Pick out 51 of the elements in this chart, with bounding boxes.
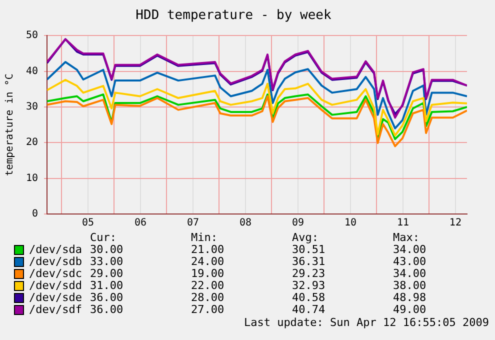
text: 49.00 — [392, 303, 428, 316]
text: Max: — [392, 231, 420, 244]
chart-title: HDD temperature - by week — [136, 8, 332, 24]
text: 31.00 — [88, 279, 124, 292]
y-tick-label: 10 — [26, 172, 38, 184]
legend-label: /dev/sdb — [29, 255, 82, 268]
legend-label: /dev/sdf — [29, 303, 82, 316]
text: 24.00 — [190, 255, 226, 268]
y-tick-label: 40 — [26, 66, 38, 77]
text: 48.98 — [392, 291, 428, 304]
text: Cur: — [88, 231, 118, 244]
text: 36.00 — [88, 291, 124, 304]
text: 36.31 — [290, 255, 326, 268]
text: 21.00 — [190, 243, 226, 256]
text: 28.00 — [190, 291, 226, 304]
text: 30.00 — [88, 243, 124, 256]
legend-label: /dev/sde — [29, 291, 82, 304]
y-tick-label: 0 — [32, 208, 38, 220]
text: 43.00 — [392, 255, 428, 268]
x-tick-label: 08 — [239, 218, 252, 229]
text: 19.00 — [190, 267, 226, 280]
x-tick-label: 11 — [396, 218, 409, 229]
text: 22.00 — [190, 279, 226, 292]
text: 36.00 — [88, 303, 124, 316]
text: 34.00 — [392, 243, 428, 256]
text: Last update: Sun Apr 12 16:55:05 2009 — [242, 316, 490, 329]
text: 40.58 — [290, 291, 326, 304]
legend-label: /dev/sdc — [29, 267, 82, 280]
legend-label: /dev/sdd — [29, 279, 82, 292]
text: 38.00 — [392, 279, 428, 292]
text: 33.00 — [88, 255, 124, 268]
text: 29.00 — [88, 267, 124, 280]
text: Avg: — [290, 231, 320, 244]
text: 30.51 — [290, 243, 326, 256]
text: 32.93 — [290, 279, 326, 292]
text: Min: — [190, 231, 218, 244]
text: 27.00 — [190, 303, 226, 316]
y-tick-label: 30 — [26, 102, 38, 113]
x-tick-label: 06 — [134, 218, 147, 229]
x-tick-label: 12 — [449, 218, 462, 229]
y-tick-label: 20 — [26, 137, 38, 148]
x-tick-label: 07 — [186, 218, 199, 229]
text: 29.23 — [290, 267, 326, 280]
legend-label: /dev/sda — [29, 243, 82, 256]
x-tick-label: 05 — [82, 218, 94, 229]
y-tick-label: 50 — [26, 30, 38, 42]
y-axis-title: temperature in °C — [4, 74, 16, 176]
text: 40.74 — [290, 303, 326, 316]
text: 34.00 — [392, 267, 428, 280]
x-tick-label: 10 — [344, 218, 356, 229]
x-tick-label: 09 — [292, 218, 304, 229]
